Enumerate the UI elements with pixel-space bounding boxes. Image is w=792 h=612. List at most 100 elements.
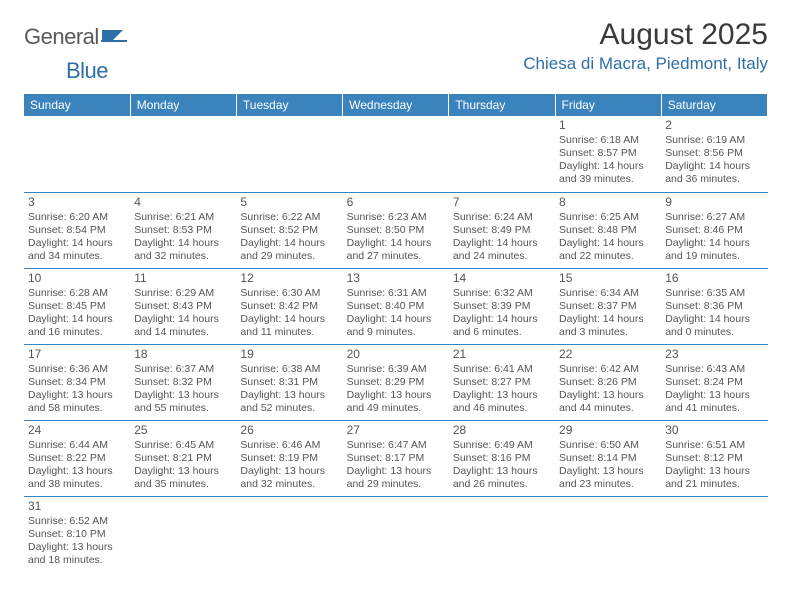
cell-sunrise: Sunrise: 6:47 AM xyxy=(347,439,445,452)
day-number: 14 xyxy=(453,271,551,286)
day-number: 10 xyxy=(28,271,126,286)
calendar-cell xyxy=(24,116,130,192)
calendar-cell xyxy=(343,116,449,192)
day-number: 13 xyxy=(347,271,445,286)
cell-daylight1: Daylight: 14 hours xyxy=(665,160,763,173)
cell-sunrise: Sunrise: 6:32 AM xyxy=(453,287,551,300)
cell-sunrise: Sunrise: 6:34 AM xyxy=(559,287,657,300)
calendar-cell: 20Sunrise: 6:39 AMSunset: 8:29 PMDayligh… xyxy=(343,344,449,420)
cell-sunset: Sunset: 8:53 PM xyxy=(134,224,232,237)
day-number: 1 xyxy=(559,118,657,133)
calendar-cell xyxy=(130,116,236,192)
calendar-table: Sunday Monday Tuesday Wednesday Thursday… xyxy=(24,94,768,572)
cell-daylight1: Daylight: 14 hours xyxy=(559,160,657,173)
cell-sunrise: Sunrise: 6:30 AM xyxy=(240,287,338,300)
calendar-cell: 10Sunrise: 6:28 AMSunset: 8:45 PMDayligh… xyxy=(24,268,130,344)
cell-daylight1: Daylight: 14 hours xyxy=(559,313,657,326)
day-number: 4 xyxy=(134,195,232,210)
cell-daylight1: Daylight: 13 hours xyxy=(665,389,763,402)
col-sunday: Sunday xyxy=(24,94,130,116)
day-number: 29 xyxy=(559,423,657,438)
cell-sunrise: Sunrise: 6:29 AM xyxy=(134,287,232,300)
cell-daylight2: and 41 minutes. xyxy=(665,402,763,415)
cell-sunset: Sunset: 8:27 PM xyxy=(453,376,551,389)
cell-sunrise: Sunrise: 6:28 AM xyxy=(28,287,126,300)
cell-daylight2: and 35 minutes. xyxy=(134,478,232,491)
cell-sunset: Sunset: 8:19 PM xyxy=(240,452,338,465)
cell-sunset: Sunset: 8:54 PM xyxy=(28,224,126,237)
calendar-cell: 26Sunrise: 6:46 AMSunset: 8:19 PMDayligh… xyxy=(236,420,342,496)
cell-daylight2: and 9 minutes. xyxy=(347,326,445,339)
day-number: 20 xyxy=(347,347,445,362)
cell-daylight2: and 46 minutes. xyxy=(453,402,551,415)
cell-daylight1: Daylight: 13 hours xyxy=(347,389,445,402)
cell-daylight2: and 26 minutes. xyxy=(453,478,551,491)
cell-sunset: Sunset: 8:46 PM xyxy=(665,224,763,237)
day-number: 9 xyxy=(665,195,763,210)
cell-sunrise: Sunrise: 6:46 AM xyxy=(240,439,338,452)
calendar-cell: 11Sunrise: 6:29 AMSunset: 8:43 PMDayligh… xyxy=(130,268,236,344)
calendar-row: 24Sunrise: 6:44 AMSunset: 8:22 PMDayligh… xyxy=(24,420,768,496)
cell-sunrise: Sunrise: 6:43 AM xyxy=(665,363,763,376)
calendar-cell: 31Sunrise: 6:52 AMSunset: 8:10 PMDayligh… xyxy=(24,496,130,572)
cell-sunset: Sunset: 8:16 PM xyxy=(453,452,551,465)
calendar-row: 1Sunrise: 6:18 AMSunset: 8:57 PMDaylight… xyxy=(24,116,768,192)
cell-sunrise: Sunrise: 6:52 AM xyxy=(28,515,126,528)
cell-daylight1: Daylight: 14 hours xyxy=(559,237,657,250)
cell-sunrise: Sunrise: 6:18 AM xyxy=(559,134,657,147)
day-number: 12 xyxy=(240,271,338,286)
header: General August 2025 Chiesa di Macra, Pie… xyxy=(24,18,768,74)
cell-daylight1: Daylight: 13 hours xyxy=(134,465,232,478)
title-block: August 2025 Chiesa di Macra, Piedmont, I… xyxy=(523,18,768,74)
cell-daylight2: and 23 minutes. xyxy=(559,478,657,491)
cell-sunrise: Sunrise: 6:44 AM xyxy=(28,439,126,452)
cell-daylight1: Daylight: 13 hours xyxy=(453,389,551,402)
day-number: 21 xyxy=(453,347,551,362)
cell-sunset: Sunset: 8:31 PM xyxy=(240,376,338,389)
day-number: 3 xyxy=(28,195,126,210)
day-number: 2 xyxy=(665,118,763,133)
calendar-row: 10Sunrise: 6:28 AMSunset: 8:45 PMDayligh… xyxy=(24,268,768,344)
calendar-cell: 1Sunrise: 6:18 AMSunset: 8:57 PMDaylight… xyxy=(555,116,661,192)
calendar-cell: 24Sunrise: 6:44 AMSunset: 8:22 PMDayligh… xyxy=(24,420,130,496)
cell-daylight2: and 44 minutes. xyxy=(559,402,657,415)
calendar-cell: 8Sunrise: 6:25 AMSunset: 8:48 PMDaylight… xyxy=(555,192,661,268)
cell-daylight2: and 36 minutes. xyxy=(665,173,763,186)
cell-daylight1: Daylight: 13 hours xyxy=(28,389,126,402)
calendar-row: 17Sunrise: 6:36 AMSunset: 8:34 PMDayligh… xyxy=(24,344,768,420)
calendar-cell: 2Sunrise: 6:19 AMSunset: 8:56 PMDaylight… xyxy=(661,116,767,192)
cell-sunset: Sunset: 8:56 PM xyxy=(665,147,763,160)
cell-daylight1: Daylight: 13 hours xyxy=(28,465,126,478)
day-number: 5 xyxy=(240,195,338,210)
cell-daylight1: Daylight: 14 hours xyxy=(347,313,445,326)
cell-sunrise: Sunrise: 6:37 AM xyxy=(134,363,232,376)
cell-sunset: Sunset: 8:12 PM xyxy=(665,452,763,465)
cell-daylight2: and 32 minutes. xyxy=(134,250,232,263)
cell-sunrise: Sunrise: 6:35 AM xyxy=(665,287,763,300)
cell-sunrise: Sunrise: 6:49 AM xyxy=(453,439,551,452)
calendar-cell: 13Sunrise: 6:31 AMSunset: 8:40 PMDayligh… xyxy=(343,268,449,344)
cell-daylight2: and 58 minutes. xyxy=(28,402,126,415)
day-number: 30 xyxy=(665,423,763,438)
cell-daylight2: and 22 minutes. xyxy=(559,250,657,263)
cell-sunset: Sunset: 8:34 PM xyxy=(28,376,126,389)
day-number: 25 xyxy=(134,423,232,438)
day-number: 24 xyxy=(28,423,126,438)
cell-sunrise: Sunrise: 6:20 AM xyxy=(28,211,126,224)
cell-daylight1: Daylight: 14 hours xyxy=(240,237,338,250)
cell-sunset: Sunset: 8:32 PM xyxy=(134,376,232,389)
cell-daylight2: and 52 minutes. xyxy=(240,402,338,415)
calendar-cell: 25Sunrise: 6:45 AMSunset: 8:21 PMDayligh… xyxy=(130,420,236,496)
day-number: 31 xyxy=(28,499,126,514)
cell-daylight2: and 6 minutes. xyxy=(453,326,551,339)
cell-daylight2: and 0 minutes. xyxy=(665,326,763,339)
calendar-cell: 27Sunrise: 6:47 AMSunset: 8:17 PMDayligh… xyxy=(343,420,449,496)
cell-daylight2: and 27 minutes. xyxy=(347,250,445,263)
cell-sunset: Sunset: 8:43 PM xyxy=(134,300,232,313)
cell-daylight1: Daylight: 13 hours xyxy=(665,465,763,478)
calendar-cell: 7Sunrise: 6:24 AMSunset: 8:49 PMDaylight… xyxy=(449,192,555,268)
day-number: 8 xyxy=(559,195,657,210)
cell-sunrise: Sunrise: 6:51 AM xyxy=(665,439,763,452)
calendar-cell xyxy=(555,496,661,572)
calendar-cell: 15Sunrise: 6:34 AMSunset: 8:37 PMDayligh… xyxy=(555,268,661,344)
